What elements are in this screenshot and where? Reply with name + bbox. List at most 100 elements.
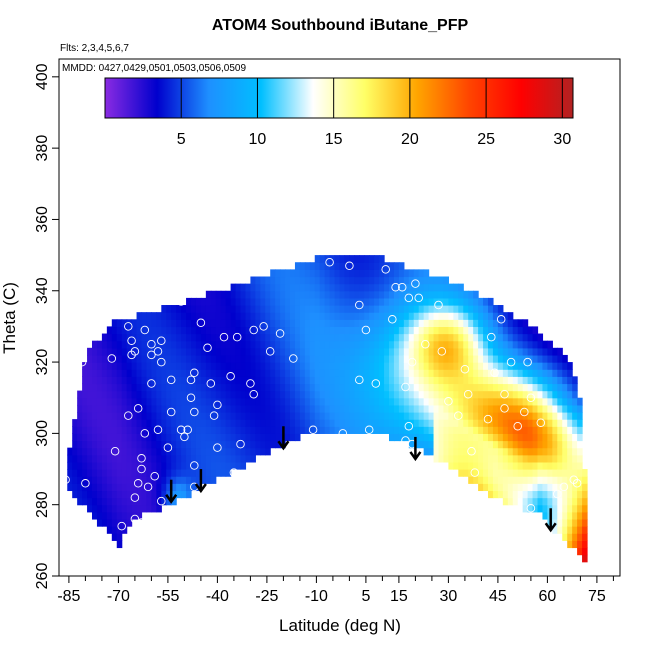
heatmap-cell xyxy=(339,411,346,420)
heatmap-cell xyxy=(101,333,108,342)
heatmap-cell xyxy=(537,440,544,449)
heatmap-cell xyxy=(374,269,380,278)
heatmap-cell xyxy=(141,354,148,363)
heatmap-cell xyxy=(215,340,222,349)
heatmap-cell xyxy=(319,376,326,385)
heatmap-cell xyxy=(443,426,449,434)
heatmap-cell xyxy=(101,504,108,513)
heatmap-cell xyxy=(285,305,291,313)
heatmap-cell xyxy=(408,383,415,392)
heatmap-cell xyxy=(191,326,197,335)
heatmap-cell xyxy=(492,461,499,470)
heatmap-cell xyxy=(67,454,73,463)
heatmap-cell xyxy=(146,397,152,406)
heatmap-cell xyxy=(255,411,261,420)
heatmap-cell xyxy=(478,419,484,427)
heatmap-cell xyxy=(329,305,336,313)
heatmap-cell xyxy=(92,497,98,506)
heatmap-cell xyxy=(344,383,350,392)
heatmap-cell xyxy=(96,340,103,349)
heatmap-cell xyxy=(374,404,380,413)
heatmap-cell xyxy=(393,397,400,406)
flight-arrow xyxy=(409,436,422,462)
heatmap-cell xyxy=(121,404,128,413)
heatmap-cell xyxy=(280,297,286,306)
heatmap-cell xyxy=(359,411,365,420)
heatmap-cell xyxy=(195,447,202,456)
heatmap-cell xyxy=(329,333,336,342)
heatmap-cell xyxy=(393,297,400,306)
sample-point xyxy=(163,443,173,452)
heatmap-cell xyxy=(245,354,251,363)
heatmap-cell xyxy=(359,376,365,385)
heatmap-cell xyxy=(423,326,430,335)
heatmap-cell xyxy=(309,333,316,342)
heatmap-cell xyxy=(275,297,281,306)
heatmap-cell xyxy=(309,383,316,392)
heatmap-cell xyxy=(512,411,519,420)
heatmap-cell xyxy=(468,404,474,413)
heatmap-cell xyxy=(200,376,207,385)
heatmap-cell xyxy=(319,319,326,328)
heatmap-cell xyxy=(453,426,459,434)
heatmap-cell xyxy=(290,333,296,342)
heatmap-cell xyxy=(260,290,266,299)
heatmap-cell xyxy=(403,312,410,320)
heatmap-cell xyxy=(517,376,524,385)
heatmap-cell xyxy=(413,419,420,427)
heatmap-cell xyxy=(136,454,143,463)
heatmap-cell xyxy=(121,433,128,442)
heatmap-cell xyxy=(77,426,83,434)
heatmap-cell xyxy=(532,433,539,442)
heatmap-cell xyxy=(517,397,524,406)
heatmap-cell xyxy=(156,447,162,456)
heatmap-cell xyxy=(324,390,331,399)
heatmap-cell xyxy=(181,305,187,313)
heatmap-cell xyxy=(77,476,83,484)
heatmap-cell xyxy=(136,390,143,399)
heatmap-cell xyxy=(230,390,237,399)
heatmap-cell xyxy=(210,376,217,385)
heatmap-cell xyxy=(423,433,430,442)
heatmap-cell xyxy=(379,326,385,335)
heatmap-cell xyxy=(572,390,578,399)
colorbar-tick-label: 15 xyxy=(325,131,343,148)
heatmap-cell xyxy=(512,354,519,363)
heatmap-cell xyxy=(532,383,539,392)
heatmap-cell xyxy=(77,483,83,492)
heatmap-cell xyxy=(492,490,499,499)
heatmap-cell xyxy=(364,312,370,320)
heatmap-cell xyxy=(349,290,355,299)
heatmap-cell xyxy=(220,447,227,456)
heatmap-cell xyxy=(463,333,469,342)
heatmap-cell xyxy=(96,354,103,363)
sample-point xyxy=(500,404,509,413)
heatmap-cell xyxy=(448,447,454,456)
heatmap-cell xyxy=(106,383,113,392)
sample-point xyxy=(124,322,133,331)
heatmap-cell xyxy=(294,354,301,363)
colorbar: 5 10 15 20 25 30 xyxy=(104,77,574,148)
heatmap-cell xyxy=(141,411,148,420)
heatmap-cell xyxy=(156,497,162,506)
heatmap-cell xyxy=(245,426,251,434)
heatmap-cell xyxy=(299,290,306,299)
heatmap-cell xyxy=(443,347,449,356)
heatmap-cell xyxy=(532,440,539,449)
heatmap-cell xyxy=(537,354,544,363)
heatmap-cell xyxy=(151,447,157,456)
heatmap-cell xyxy=(245,319,251,328)
heatmap-cell xyxy=(309,426,316,434)
heatmap-cell xyxy=(384,411,390,420)
heatmap-cell xyxy=(582,483,588,492)
heatmap-cell xyxy=(141,419,148,427)
heatmap-cell xyxy=(562,447,568,456)
heatmap-cell xyxy=(166,476,172,484)
heatmap-cell xyxy=(389,297,395,306)
heatmap-cell xyxy=(458,354,464,363)
heatmap-cell xyxy=(522,340,529,349)
heatmap-cell xyxy=(260,312,266,320)
heatmap-cell xyxy=(235,312,242,320)
heatmap-cell xyxy=(166,326,172,335)
